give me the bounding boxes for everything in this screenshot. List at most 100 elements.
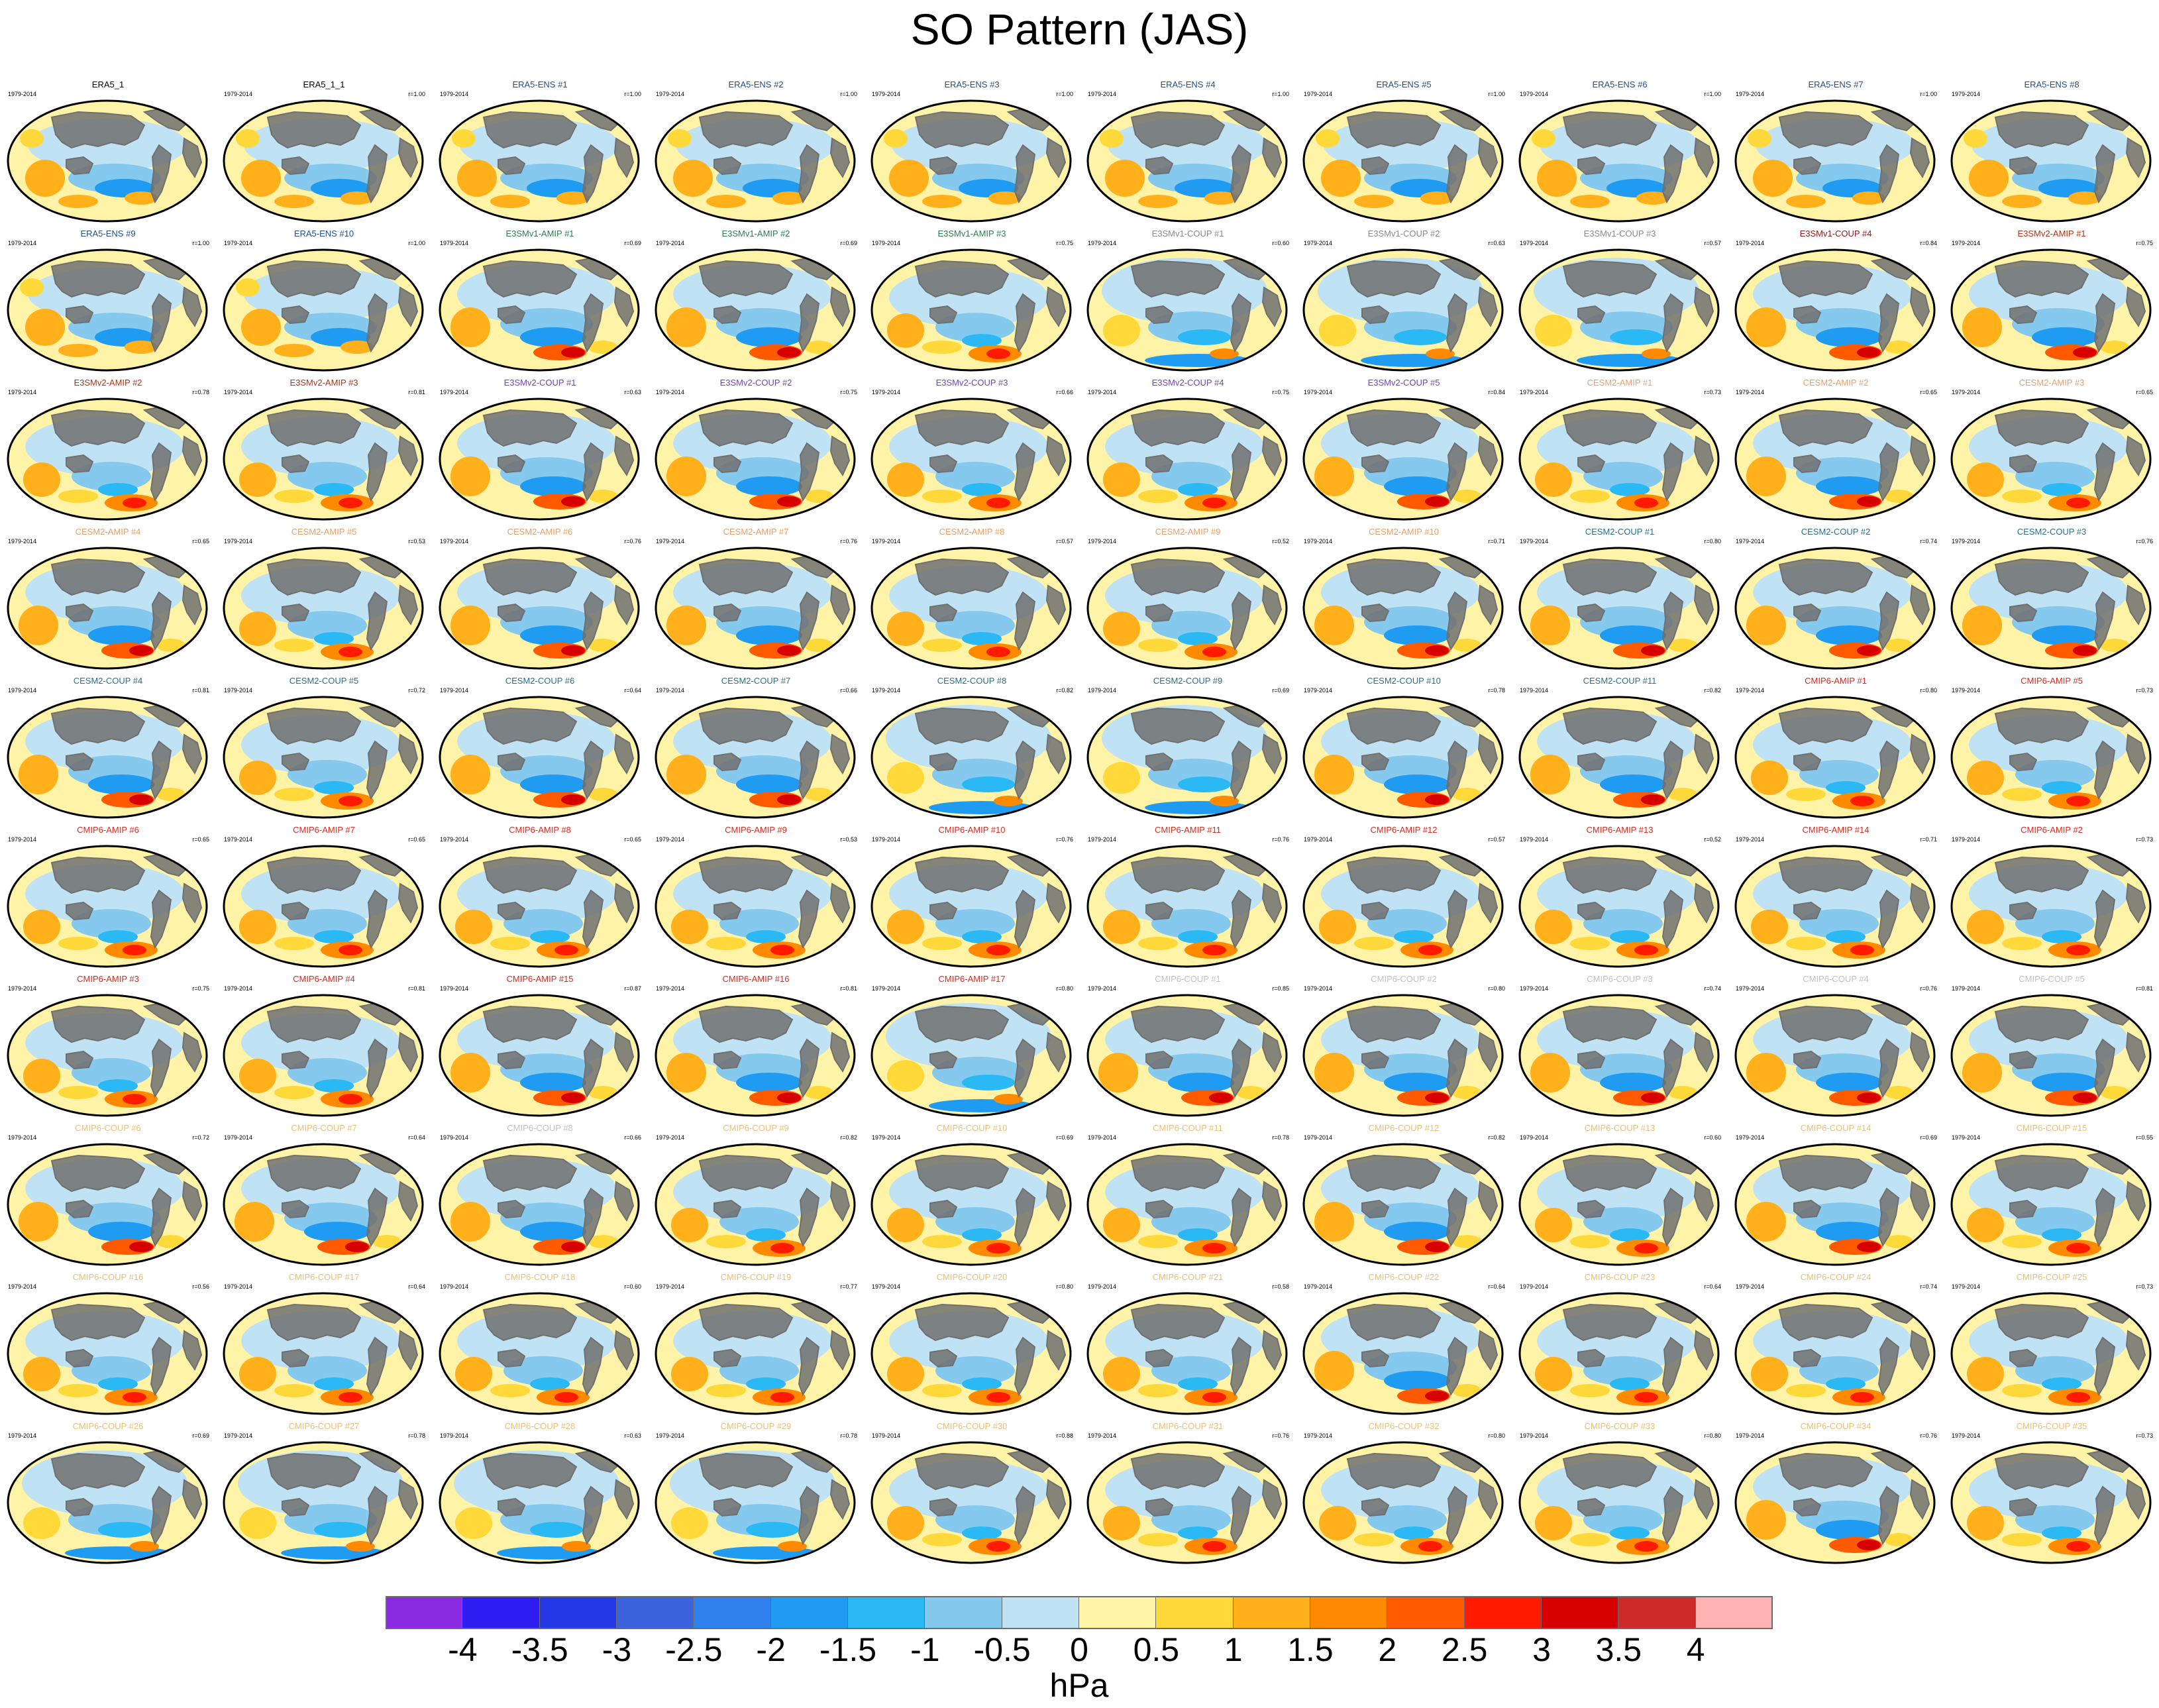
anomaly-region xyxy=(490,1384,530,1397)
land-outline xyxy=(1994,1005,2089,1043)
land-outline xyxy=(1577,603,1606,623)
map-plot xyxy=(655,1441,856,1564)
anomaly-region xyxy=(922,639,962,652)
land-outline xyxy=(182,882,203,924)
map-panel: CMIP6-COUP #1 1979-2014 r=0.85 xyxy=(1080,973,1296,1120)
anomaly-region xyxy=(671,1357,708,1391)
anomaly-region xyxy=(58,937,98,950)
anomaly-region xyxy=(1748,129,1771,148)
map-panel: E3SMv2-AMIP #3 1979-2014 r=0.81 xyxy=(216,377,432,524)
land-outline xyxy=(1661,740,1684,800)
panel-period: 1979-2014 xyxy=(1736,687,1765,694)
land-outline xyxy=(1477,1479,1499,1521)
panel-title: CMIP6-COUP #12 xyxy=(1368,1123,1440,1133)
panel-correlation: r=0.58 xyxy=(1272,1283,1289,1290)
anomaly-region xyxy=(288,1356,367,1385)
land-outline xyxy=(2093,1187,2116,1248)
panel-period: 1979-2014 xyxy=(1088,240,1117,246)
colorbar-tick-label: -4 xyxy=(448,1631,478,1668)
land-outline xyxy=(798,1038,820,1098)
land-outline xyxy=(1778,856,1873,894)
anomaly-region xyxy=(341,191,374,205)
anomaly-region xyxy=(962,1075,1015,1091)
panel-correlation: r=0.78 xyxy=(192,389,209,396)
map-panel: CESM2-COUP #4 1979-2014 r=0.81 xyxy=(0,675,216,822)
anomaly-region xyxy=(1452,490,1481,503)
anomaly-region xyxy=(986,498,1010,508)
land-outline xyxy=(1014,442,1036,502)
map-panel: CMIP6-COUP #4 1979-2014 r=0.76 xyxy=(1728,973,1944,1120)
panel-title: CMIP6-COUP #1 xyxy=(1155,974,1221,984)
panel-title: CMIP6-AMIP #5 xyxy=(2021,676,2083,686)
panel-title: CMIP6-AMIP #14 xyxy=(1802,825,1869,835)
panel-correlation: r=0.75 xyxy=(2136,240,2153,246)
colorbar-tick-label: 2 xyxy=(1378,1631,1397,1668)
map-plot xyxy=(223,1441,424,1564)
anomaly-region xyxy=(887,313,924,348)
panel-period: 1979-2014 xyxy=(656,687,685,694)
anomaly-region xyxy=(1641,645,1665,656)
land-outline xyxy=(66,305,94,325)
land-outline xyxy=(798,144,820,204)
map-plot xyxy=(439,99,640,223)
panel-title: CMIP6-COUP #35 xyxy=(2016,1421,2087,1431)
anomaly-region xyxy=(339,796,362,806)
anomaly-region xyxy=(1103,462,1140,497)
land-outline xyxy=(613,1181,635,1222)
anomaly-region xyxy=(2015,909,2095,938)
land-outline xyxy=(1130,1154,1226,1193)
anomaly-region xyxy=(530,1377,570,1391)
anomaly-region xyxy=(1394,329,1447,345)
map-plot xyxy=(870,398,1072,521)
land-outline xyxy=(2009,1497,2038,1517)
anomaly-region xyxy=(1209,1093,1233,1103)
land-outline xyxy=(1778,1303,1873,1342)
panel-correlation: r=0.65 xyxy=(1920,389,1937,396)
anomaly-region xyxy=(1530,755,1570,794)
map-panel: CMIP6-COUP #21 1979-2014 r=0.58 xyxy=(1080,1271,1296,1418)
panel-title: CMIP6-COUP #5 xyxy=(2019,974,2085,984)
land-outline xyxy=(366,740,388,800)
land-outline xyxy=(1361,603,1390,623)
panel-period: 1979-2014 xyxy=(1520,240,1549,246)
land-outline xyxy=(914,260,1010,298)
colorbar-tick-label: -1 xyxy=(910,1631,940,1668)
anomaly-region xyxy=(372,1235,401,1248)
map-plot xyxy=(870,1143,1072,1266)
anomaly-region xyxy=(19,606,58,645)
colorbar-tick-label: -1.5 xyxy=(819,1631,877,1668)
panel-correlation: r=0.78 xyxy=(1488,687,1505,694)
globe-border xyxy=(1302,845,1504,968)
land-outline xyxy=(498,1348,526,1368)
anomaly-region xyxy=(666,755,706,794)
globe-border xyxy=(1734,547,1936,670)
map-panel: CESM2-COUP #5 1979-2014 r=0.72 xyxy=(216,675,432,822)
map-panel: ERA5-ENS #3 1979-2014 r=1.00 xyxy=(864,79,1080,226)
anomaly-region xyxy=(339,1392,362,1403)
anomaly-region xyxy=(1600,774,1666,794)
anomaly-region xyxy=(922,195,962,208)
land-outline xyxy=(1261,137,1283,179)
panel-correlation: r=0.65 xyxy=(192,538,209,545)
globe-border xyxy=(223,696,424,819)
panel-correlation: r=0.52 xyxy=(1272,538,1289,545)
map-plot xyxy=(1950,696,2152,819)
panel-title: CMIP6-COUP #34 xyxy=(1800,1421,1871,1431)
panel-period: 1979-2014 xyxy=(1088,1432,1117,1439)
panel-period: 1979-2014 xyxy=(1520,985,1549,992)
anomaly-region xyxy=(1425,1093,1449,1103)
anomaly-region xyxy=(588,341,617,354)
land-outline xyxy=(1361,901,1390,921)
anomaly-region xyxy=(25,309,65,346)
anomaly-region xyxy=(1583,909,1663,938)
land-outline xyxy=(1145,752,1174,772)
anomaly-region xyxy=(804,639,833,652)
anomaly-region xyxy=(1857,1093,1881,1103)
panel-period: 1979-2014 xyxy=(1088,1134,1117,1141)
land-outline xyxy=(482,1005,578,1043)
anomaly-region xyxy=(1967,1357,2004,1391)
panel-correlation: r=0.63 xyxy=(624,389,641,396)
anomaly-region xyxy=(450,307,490,347)
anomaly-region xyxy=(1857,1242,1881,1252)
anomaly-region xyxy=(129,794,153,805)
